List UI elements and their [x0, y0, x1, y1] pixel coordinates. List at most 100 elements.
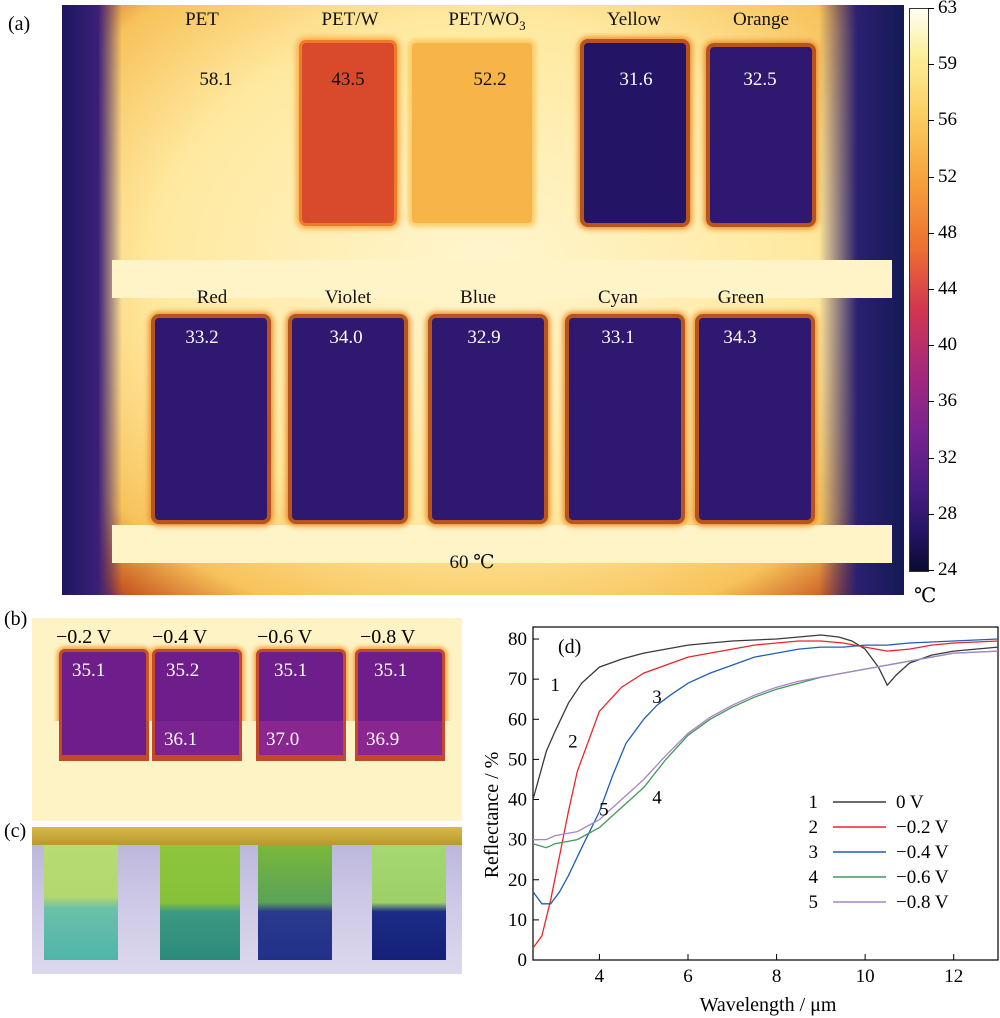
sample-orange — [710, 47, 812, 223]
legend-label-5: −0.8 V — [896, 892, 949, 913]
colorbar-tick-label: 36 — [938, 390, 957, 412]
colorbar-tick — [928, 176, 934, 178]
y-tick-label: 80 — [508, 629, 527, 650]
x-axis-label: Wavelength / μm — [700, 994, 837, 1016]
temp-orange: 32.5 — [743, 69, 777, 90]
colorbar-tick-label: 32 — [938, 446, 957, 468]
colorbar-tick — [928, 232, 934, 234]
temp-b-bottom-2: 36.1 — [164, 729, 198, 750]
sample-b-lower-1 — [62, 721, 146, 755]
sample-b-lower-4 — [358, 721, 442, 755]
voltage-label-2: −0.4 V — [152, 626, 208, 648]
voltage-label-3: −0.6 V — [257, 626, 313, 648]
plot-frame — [532, 626, 999, 961]
temp-pet-w: 43.5 — [331, 69, 365, 90]
x-tick-label: 6 — [683, 966, 693, 987]
label-orange: Orange — [733, 9, 789, 30]
film-c-4 — [372, 845, 446, 960]
sample-yellow — [584, 43, 686, 223]
sample-b-lower-2 — [155, 721, 239, 755]
voltage-label-1: −0.2 V — [56, 626, 112, 648]
colorbar-tick — [928, 8, 934, 9]
sample-pet-wo3 — [412, 43, 532, 223]
curve-label-5: 5 — [599, 800, 609, 821]
y-tick-label: 20 — [508, 870, 527, 891]
plot-border — [532, 626, 999, 961]
legend-number-1: 1 — [809, 792, 819, 813]
thermal-edge-left — [62, 5, 122, 595]
sample-red — [155, 318, 267, 520]
label-pet-wo3: PET/WO3 — [432, 9, 542, 34]
panel-label-b: (b) — [4, 608, 28, 630]
thermal-image-b: −0.2 V −0.4 V −0.6 V −0.8 V 35.1 35.2 35… — [32, 618, 462, 765]
series-line-1 — [532, 634, 999, 800]
temp-pet-wo3: 52.2 — [473, 69, 507, 90]
colorbar-tick — [928, 345, 934, 347]
temp-red: 33.2 — [185, 327, 219, 348]
legend-number-5: 5 — [809, 892, 819, 913]
x-tick-label: 4 — [595, 966, 605, 987]
colorbar-tick — [928, 120, 934, 122]
series-line-3 — [532, 638, 999, 905]
mid-frame-bar — [112, 260, 892, 298]
x-tick-label: 8 — [772, 966, 782, 987]
label-pet: PET — [185, 9, 219, 30]
colorbar-tick — [928, 457, 934, 459]
y-tick-label: 50 — [508, 749, 527, 770]
film-c-2 — [160, 845, 240, 960]
temp-b-top-3: 35.1 — [274, 660, 308, 681]
colorbar-tick — [928, 570, 934, 571]
y-tick-label: 40 — [508, 790, 527, 811]
curve-label-1: 1 — [550, 675, 560, 696]
colorbar — [909, 8, 929, 572]
panel-label-d: (d) — [558, 636, 581, 658]
legend-number-3: 3 — [809, 842, 819, 863]
temp-b-bottom-3: 37.0 — [266, 729, 300, 750]
temp-b-top-2: 35.2 — [166, 660, 200, 681]
temp-b-top-4: 35.1 — [374, 660, 408, 681]
curve-label-4: 4 — [652, 788, 662, 809]
sample-pet-w — [302, 43, 394, 223]
legend-label-3: −0.4 V — [896, 842, 949, 863]
y-tick-label: 0 — [518, 950, 528, 971]
temp-green: 34.3 — [723, 327, 757, 348]
temp-blue: 32.9 — [467, 327, 501, 348]
label-cyan: Cyan — [597, 287, 639, 308]
series-line-2 — [532, 640, 999, 949]
series-line-5 — [533, 650, 999, 841]
temp-yellow: 31.6 — [619, 69, 653, 90]
colorbar-tick-label: 40 — [938, 334, 957, 356]
colorbar-tick-label: 52 — [938, 165, 957, 187]
label-pet-w: PET/W — [321, 9, 379, 30]
temp-violet: 34.0 — [329, 327, 363, 348]
colorbar-tick-label: 59 — [938, 53, 957, 75]
colorbar-tick-label: 28 — [938, 502, 957, 524]
colorbar-tick-label: 56 — [938, 109, 957, 131]
colorbar-tick — [928, 289, 934, 290]
legend-label-4: −0.6 V — [896, 867, 949, 888]
temp-b-top-1: 35.1 — [72, 660, 106, 681]
thermal-image-a: PET 58.1 PET/W 43.5 PET/WO3 52.2 Yellow … — [62, 5, 904, 595]
y-tick-label: 60 — [508, 709, 527, 730]
label-green: Green — [717, 287, 765, 308]
panel-label-a: (a) — [8, 13, 31, 35]
sample-b-lower-3 — [259, 721, 343, 755]
photo-c — [32, 827, 462, 974]
label-blue: Blue — [460, 287, 496, 308]
y-tick-label: 10 — [508, 910, 527, 931]
sample-cyan — [569, 318, 681, 520]
y-tick-label: 30 — [508, 830, 527, 851]
plot-lines: 1 2 3 4 5 — [532, 634, 999, 949]
label-yellow: Yellow — [606, 9, 662, 30]
voltage-label-4: −0.8 V — [360, 626, 416, 648]
x-tick-label: 10 — [856, 966, 875, 987]
colorbar-tick — [928, 401, 934, 403]
y-axis-label: Reflectance / % — [481, 752, 503, 879]
temp-b-bottom-4: 36.9 — [366, 729, 400, 750]
colorbar-tick-label: 24 — [938, 559, 957, 580]
panel-label-c: (c) — [4, 820, 27, 842]
label-violet: Violet — [324, 287, 372, 308]
temp-cyan: 33.1 — [601, 327, 635, 348]
